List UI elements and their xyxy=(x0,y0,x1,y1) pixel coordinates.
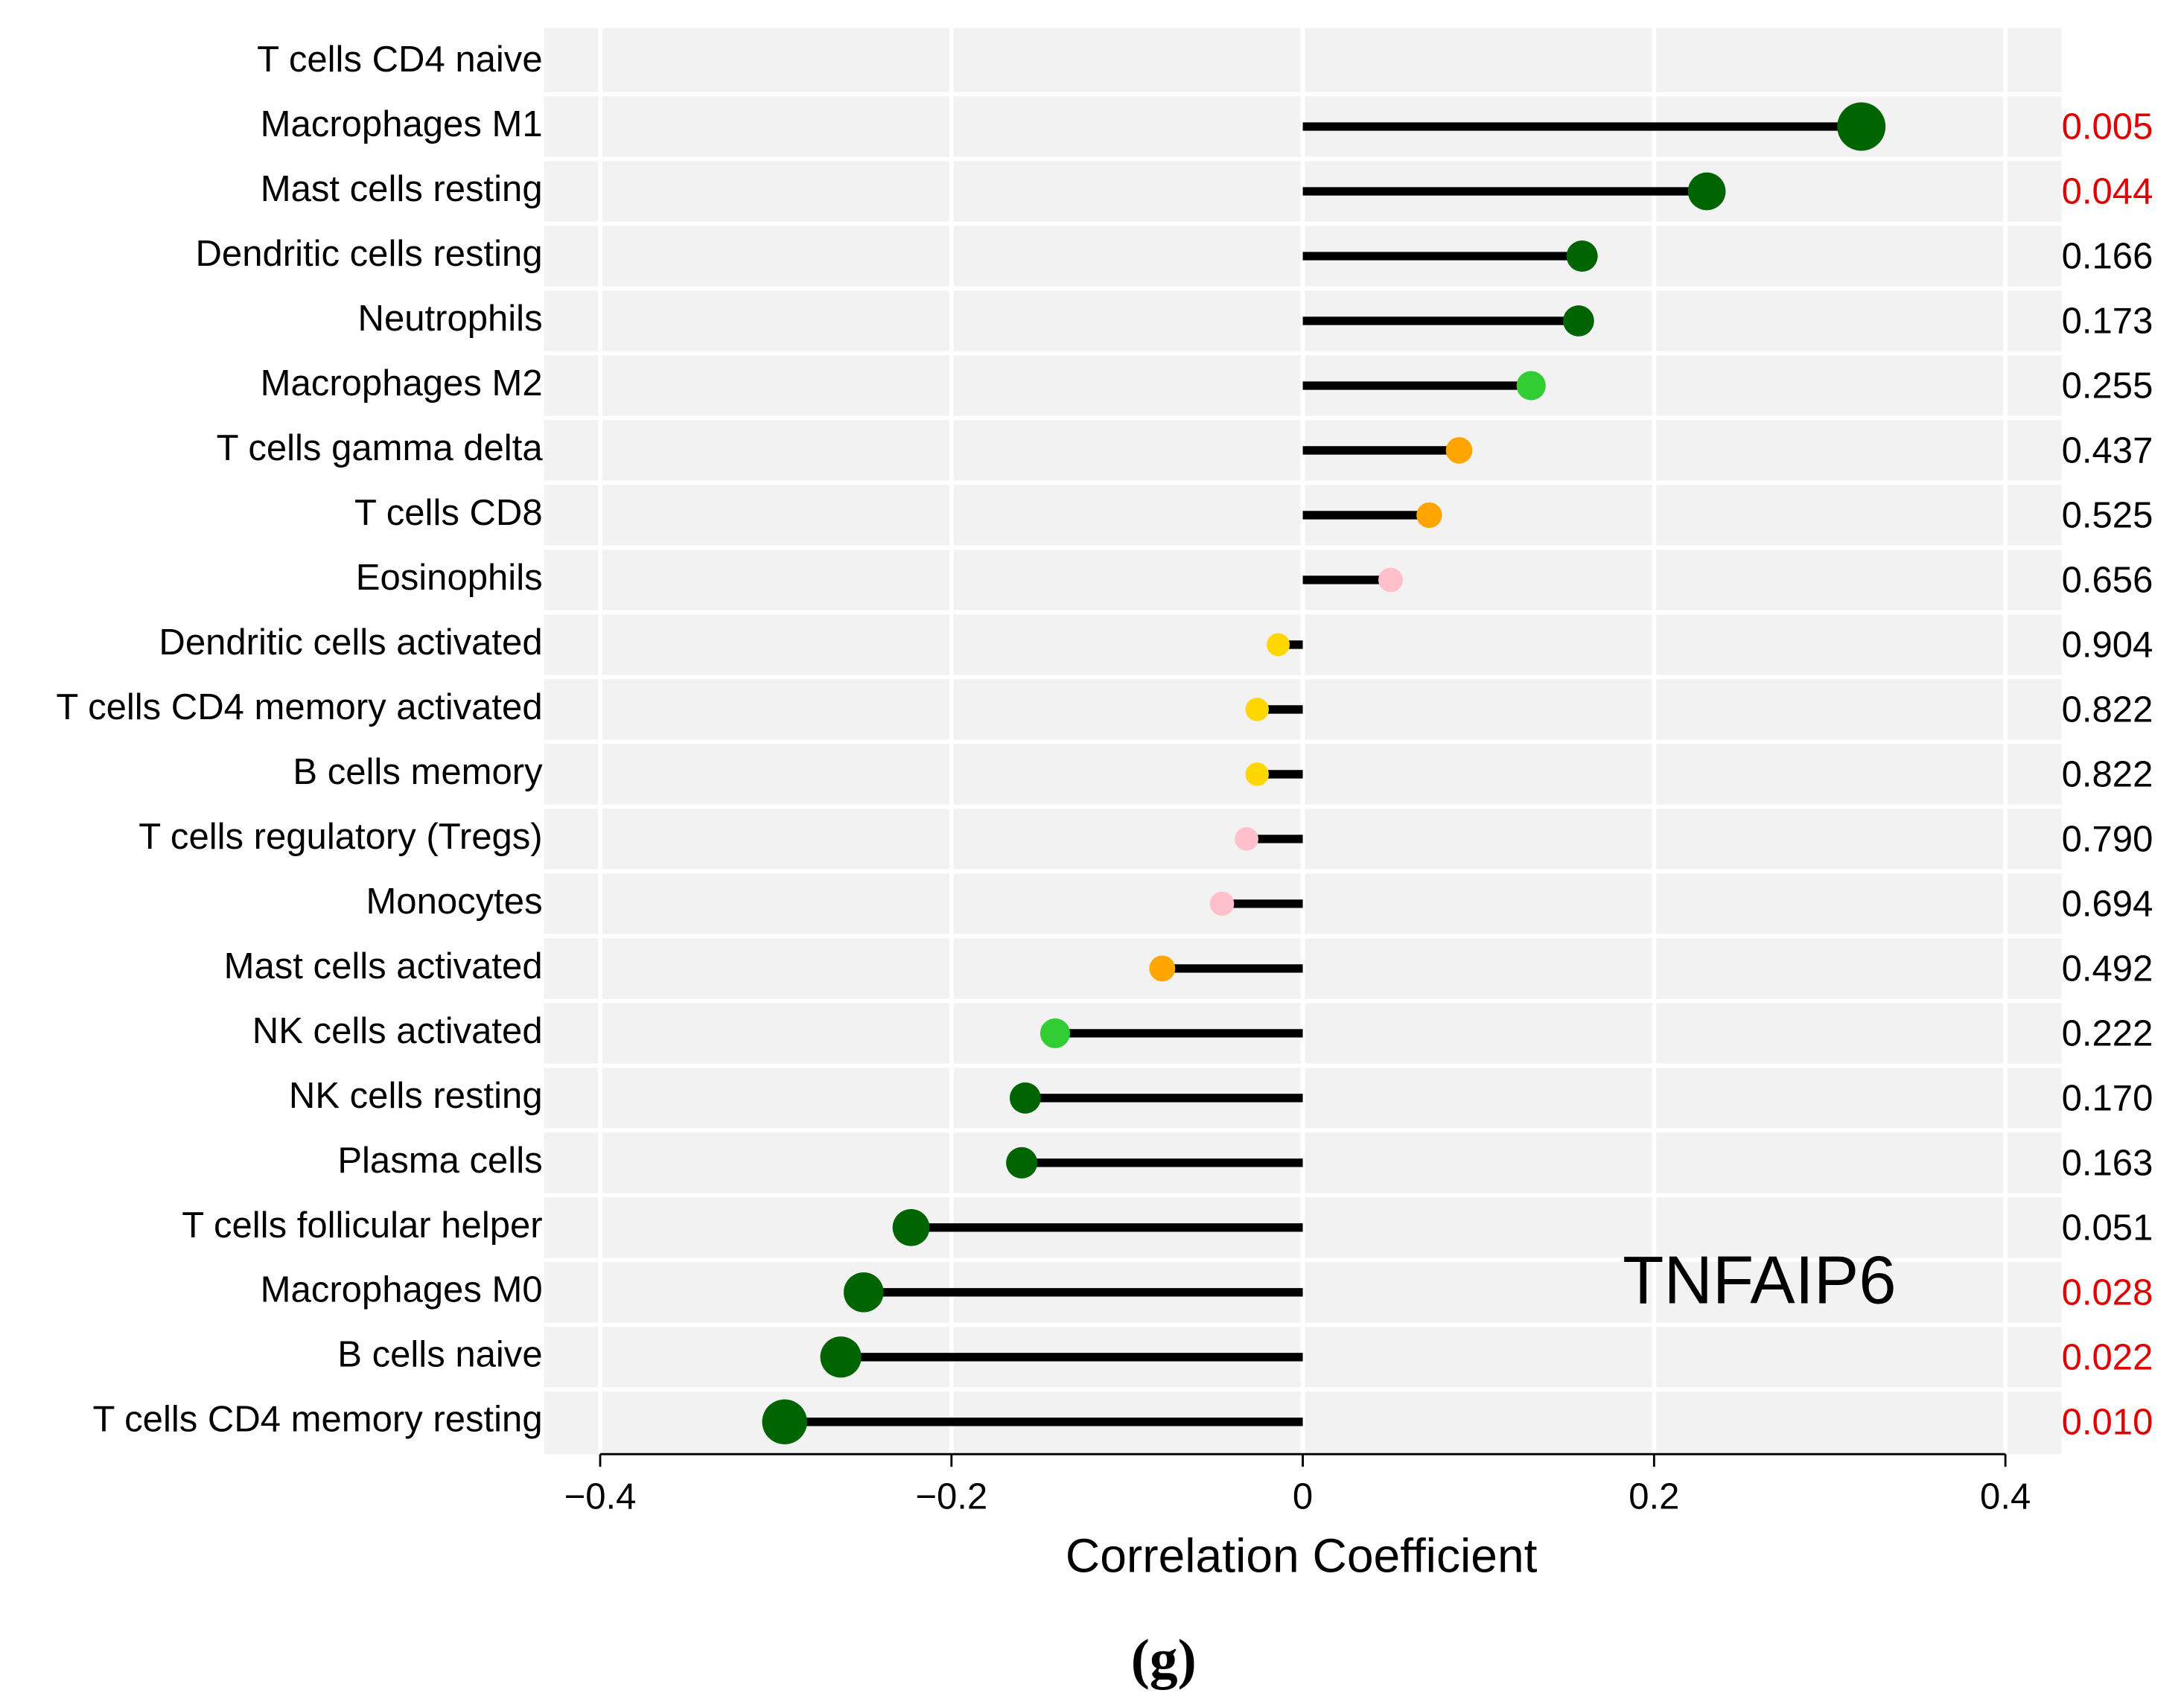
x-tick-label: 0.2 xyxy=(1629,1477,1679,1517)
dot xyxy=(1837,102,1886,151)
y-tick-label: Eosinophils xyxy=(356,558,543,598)
dot xyxy=(1245,762,1269,786)
y-tick-label: Dendritic cells resting xyxy=(196,234,543,274)
dot xyxy=(1378,567,1403,593)
dot xyxy=(1563,305,1594,337)
y-tick-label: NK cells activated xyxy=(252,1011,543,1051)
y-tick-label: T cells CD4 memory activated xyxy=(56,687,542,727)
y-tick-label: T cells CD4 memory resting xyxy=(92,1400,542,1440)
dot xyxy=(1006,1147,1038,1179)
p-value-label: 0.656 xyxy=(2062,561,2153,601)
dot xyxy=(1566,240,1598,272)
y-tick-label: Mast cells activated xyxy=(224,946,543,986)
dot xyxy=(1267,633,1290,657)
p-value-label: 0.044 xyxy=(2062,172,2153,212)
dot xyxy=(1245,698,1269,721)
y-tick-label: Macrophages M1 xyxy=(261,104,543,144)
p-value-label: 0.170 xyxy=(2062,1079,2153,1119)
y-tick-label: B cells memory xyxy=(293,752,543,792)
p-value-label: 0.492 xyxy=(2062,949,2153,989)
p-value-label: 0.022 xyxy=(2062,1338,2153,1378)
y-tick-label: Macrophages M0 xyxy=(261,1270,543,1310)
grid xyxy=(544,28,2062,1455)
p-value-label: 0.822 xyxy=(2062,755,2153,795)
p-value-label: 0.525 xyxy=(2062,496,2153,536)
p-value-label: 0.010 xyxy=(2062,1403,2153,1443)
y-tick-label: T cells CD4 naive xyxy=(257,39,542,80)
dot xyxy=(1149,955,1176,982)
y-tick-label: Dendritic cells activated xyxy=(159,622,542,663)
marks xyxy=(762,102,1886,1444)
dot xyxy=(844,1272,884,1313)
dot xyxy=(1209,891,1235,916)
y-tick-label: T cells follicular helper xyxy=(182,1205,542,1246)
y-tick-label: B cells naive xyxy=(337,1335,542,1375)
y-tick-label: Macrophages M2 xyxy=(261,363,543,404)
dot xyxy=(1687,172,1726,211)
y-tick-label: Plasma cells xyxy=(337,1141,542,1181)
y-tick-label: NK cells resting xyxy=(289,1076,543,1116)
p-value-label: 0.166 xyxy=(2062,237,2153,277)
dot xyxy=(1516,371,1546,401)
p-value-label: 0.437 xyxy=(2062,431,2153,471)
dot xyxy=(762,1399,807,1444)
dot xyxy=(820,1336,862,1378)
p-value-label: 0.255 xyxy=(2062,366,2153,406)
panel-label: (g) xyxy=(1131,1629,1197,1691)
x-tick-label: −0.2 xyxy=(915,1477,987,1517)
x-axis-label: Correlation Coefficient xyxy=(1066,1529,1538,1583)
p-value-label: 0.904 xyxy=(2062,625,2153,666)
p-value-label: 0.222 xyxy=(2062,1014,2153,1054)
annotation: TNFAIP6 xyxy=(1623,1243,1896,1319)
p-value-label: 0.822 xyxy=(2062,690,2153,730)
y-tick-label: T cells regulatory (Tregs) xyxy=(139,817,542,857)
dot xyxy=(1445,437,1473,464)
y-tick-label: T cells CD8 xyxy=(354,493,543,533)
x-tick-label: 0.4 xyxy=(1980,1477,2031,1517)
y-tick-label: Monocytes xyxy=(366,881,542,922)
dot xyxy=(1416,502,1442,529)
dot xyxy=(1040,1018,1070,1048)
y-tick-label: T cells gamma delta xyxy=(217,428,544,468)
y-tick-label: Neutrophils xyxy=(358,299,543,339)
p-value-label: 0.005 xyxy=(2062,107,2153,147)
dot xyxy=(1009,1082,1041,1114)
p-value-label: 0.163 xyxy=(2062,1144,2153,1184)
x-tick-label: 0 xyxy=(1293,1477,1313,1517)
dot xyxy=(892,1208,930,1246)
y-tick-label: Mast cells resting xyxy=(261,169,543,209)
p-value-label: 0.694 xyxy=(2062,884,2153,925)
p-value-label: 0.790 xyxy=(2062,820,2153,860)
x-tick-label: −0.4 xyxy=(564,1477,637,1517)
p-value-label: 0.173 xyxy=(2062,302,2153,342)
p-value-label: 0.051 xyxy=(2062,1208,2153,1249)
dot xyxy=(1235,827,1258,851)
p-value-label: 0.028 xyxy=(2062,1273,2153,1313)
